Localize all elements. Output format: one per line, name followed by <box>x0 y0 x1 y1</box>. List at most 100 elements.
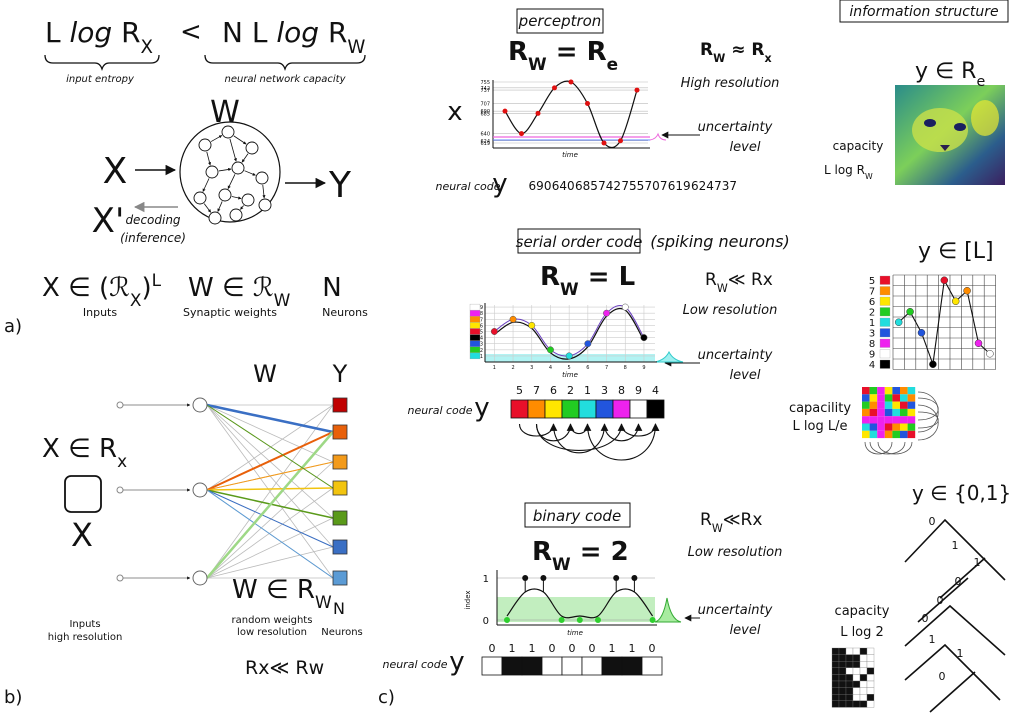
binary-cell <box>859 680 868 688</box>
relation-part: W <box>717 282 728 295</box>
x-tick-label: 2 <box>511 365 514 371</box>
code-value: 6 <box>550 384 557 397</box>
matrix-cell <box>869 387 878 395</box>
code-value: 742 <box>598 179 621 193</box>
spike-arc <box>586 423 660 461</box>
set-part: ℛ <box>109 273 130 303</box>
spike-arc <box>917 404 939 441</box>
binary-cell <box>859 687 868 695</box>
equation-part: W <box>528 54 547 74</box>
code-label: neural code <box>435 180 500 193</box>
network-edge <box>229 138 237 162</box>
y-tick-label: 690 <box>480 109 490 115</box>
order-path <box>898 278 991 365</box>
order-swatch <box>879 286 891 296</box>
capacity: L log L/e <box>793 419 848 434</box>
title: binary code <box>533 507 621 525</box>
equation-part: R <box>112 16 140 49</box>
color-key <box>469 340 481 347</box>
y-tick-label: 685 <box>480 111 490 117</box>
binary-cell <box>866 700 875 708</box>
relation-part: R <box>700 40 713 60</box>
spike-arc <box>877 441 913 455</box>
matrix-cell <box>884 401 893 409</box>
relation: RW≪Rx <box>700 510 762 535</box>
code-label: neural code <box>407 404 472 417</box>
uncertainty: uncertainty <box>698 603 773 618</box>
caption: high resolution <box>48 632 123 643</box>
y-tick-label: 2 <box>480 348 483 354</box>
code-value: 4 <box>652 384 659 397</box>
x-tick-label: 3 <box>530 365 533 371</box>
weight <box>206 461 334 491</box>
output-neuron <box>332 397 348 413</box>
relation-part: x <box>764 52 771 65</box>
code-value: 1 <box>509 642 516 655</box>
binary-cell <box>845 700 854 708</box>
matrix-cell <box>900 394 908 402</box>
sample <box>649 617 656 623</box>
relation-part: ≈ <box>725 40 751 60</box>
equation-part: L <box>619 262 636 292</box>
resolution: High resolution <box>681 76 780 91</box>
relation-part: ≪ <box>728 270 751 290</box>
sample <box>490 328 498 335</box>
code-value: 707 <box>645 179 668 193</box>
matrix-cell <box>900 387 908 395</box>
code-cell <box>561 656 583 676</box>
matrix-cell <box>892 408 900 417</box>
uncertainty-curve <box>649 132 667 141</box>
color-key <box>469 316 481 323</box>
matrix-cell <box>900 408 908 417</box>
order-point <box>917 329 926 337</box>
matrix-cell <box>869 401 878 409</box>
binary-cell <box>845 647 854 655</box>
equation-part: R <box>319 16 347 49</box>
order-swatch <box>879 349 891 359</box>
neuron <box>255 171 269 185</box>
sample <box>509 315 517 323</box>
sample <box>618 138 623 144</box>
matrix-cell <box>907 394 916 402</box>
code-cell <box>601 656 623 676</box>
binary-cell <box>866 694 875 701</box>
set-part: W <box>274 290 291 310</box>
network-edge <box>203 203 212 213</box>
weight <box>206 546 334 579</box>
code-cell <box>521 656 543 676</box>
matrix-cell <box>884 416 893 424</box>
code-value: 685 <box>575 179 598 193</box>
image-detail <box>954 123 966 131</box>
brace-label: input entropy <box>66 74 135 85</box>
matrix-cell <box>862 423 870 431</box>
output-neuron <box>332 480 348 496</box>
tree-label: 0 <box>929 515 936 528</box>
code-value: 619 <box>668 179 691 193</box>
binary-cell <box>831 661 840 668</box>
matrix-cell <box>862 401 870 409</box>
set-part: X ∈ ( <box>42 273 109 303</box>
binary-cell <box>831 700 840 708</box>
tree-label: 0 <box>955 575 962 588</box>
matrix-cell <box>877 423 885 431</box>
neuron <box>241 193 255 207</box>
y-tick-label: 707 <box>480 102 490 108</box>
equation: N L log RW <box>222 16 365 58</box>
spike-arc <box>917 391 939 433</box>
relation-part: R <box>700 510 712 530</box>
capacity: capacility <box>789 401 851 416</box>
sample <box>519 131 524 137</box>
y-tick-label: 1 <box>483 574 489 585</box>
network-edge <box>206 151 212 166</box>
tree-branch <box>904 643 1001 701</box>
relation-part: ≪ <box>723 510 741 530</box>
order-label: 1 <box>869 318 875 329</box>
equation-part: W <box>560 279 579 299</box>
output: Y <box>328 165 352 206</box>
brace-label: neural network capacity <box>224 74 346 85</box>
binary-cell <box>852 667 861 675</box>
set-part: ℛ <box>253 273 274 303</box>
matrix-cell <box>884 408 893 417</box>
order-label: 2 <box>869 308 875 319</box>
